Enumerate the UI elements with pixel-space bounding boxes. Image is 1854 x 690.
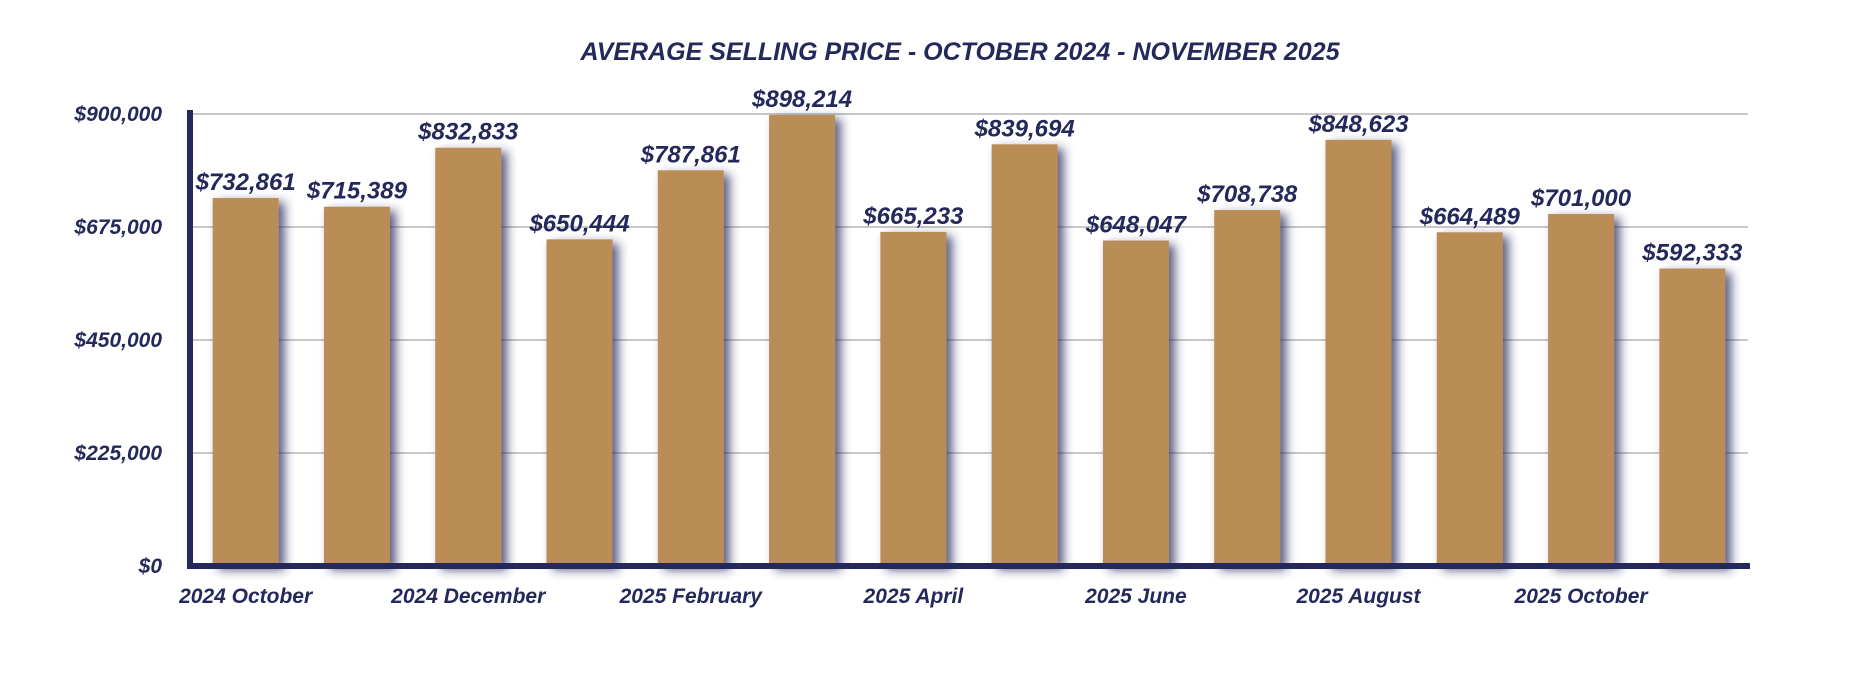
- data-label: $832,833: [417, 119, 519, 146]
- bar: [880, 231, 947, 566]
- y-tick-label: $225,000: [73, 442, 162, 465]
- x-tick-label: 2025 June: [1084, 585, 1187, 608]
- data-label: $648,047: [1085, 212, 1188, 239]
- data-labels: $732,861 $715,389 $832,833 $650,444 $787,861…: [195, 86, 1743, 267]
- x-tick-label: 2025 February: [619, 585, 764, 608]
- data-label: $732,861: [195, 169, 296, 196]
- y-tick-label: $450,000: [73, 329, 162, 352]
- bar: [657, 170, 724, 566]
- y-tick-label: $675,000: [73, 216, 162, 239]
- bar: [1548, 213, 1615, 567]
- data-label: $592,333: [1641, 240, 1743, 267]
- bar: [1102, 240, 1169, 567]
- axes: [187, 110, 1750, 569]
- data-label: $665,233: [862, 203, 964, 230]
- y-tick-label: $900,000: [73, 103, 162, 126]
- data-label: $839,694: [974, 115, 1075, 142]
- bar: [991, 144, 1058, 566]
- x-tick-label: 2024 October: [178, 585, 314, 608]
- data-label: $715,389: [306, 178, 408, 205]
- bar: [546, 239, 613, 566]
- x-tick-label: 2025 August: [1295, 585, 1421, 608]
- bar: [1214, 210, 1281, 566]
- data-label: $664,489: [1419, 203, 1521, 230]
- bar: [1325, 139, 1392, 566]
- bar: [1659, 268, 1726, 566]
- bar: [212, 197, 279, 566]
- data-label: $898,214: [751, 86, 852, 113]
- bars: [212, 114, 1726, 567]
- x-tick-label: 2025 April: [863, 585, 965, 608]
- bar: [323, 206, 390, 566]
- bar: [769, 114, 836, 566]
- x-axis-ticks: 2024 October 2024 December 2025 February 20…: [178, 585, 1649, 608]
- x-tick-label: 2025 October: [1514, 585, 1650, 608]
- y-axis-ticks: $0 $225,000 $450,000 $675,000 $900,000: [73, 103, 162, 578]
- gridlines: [190, 113, 1748, 454]
- data-label: $787,861: [640, 141, 741, 168]
- data-label: $708,738: [1196, 181, 1298, 208]
- data-label: $650,444: [528, 210, 629, 237]
- y-tick-label: $0: [138, 555, 163, 578]
- x-tick-label: 2024 December: [390, 585, 547, 608]
- data-label: $701,000: [1530, 185, 1632, 212]
- data-label: $848,623: [1307, 111, 1409, 138]
- bar: [435, 147, 502, 566]
- bar: [1436, 232, 1503, 566]
- chart-title: AVERAGE SELLING PRICE - OCTOBER 2024 - N…: [580, 38, 1341, 66]
